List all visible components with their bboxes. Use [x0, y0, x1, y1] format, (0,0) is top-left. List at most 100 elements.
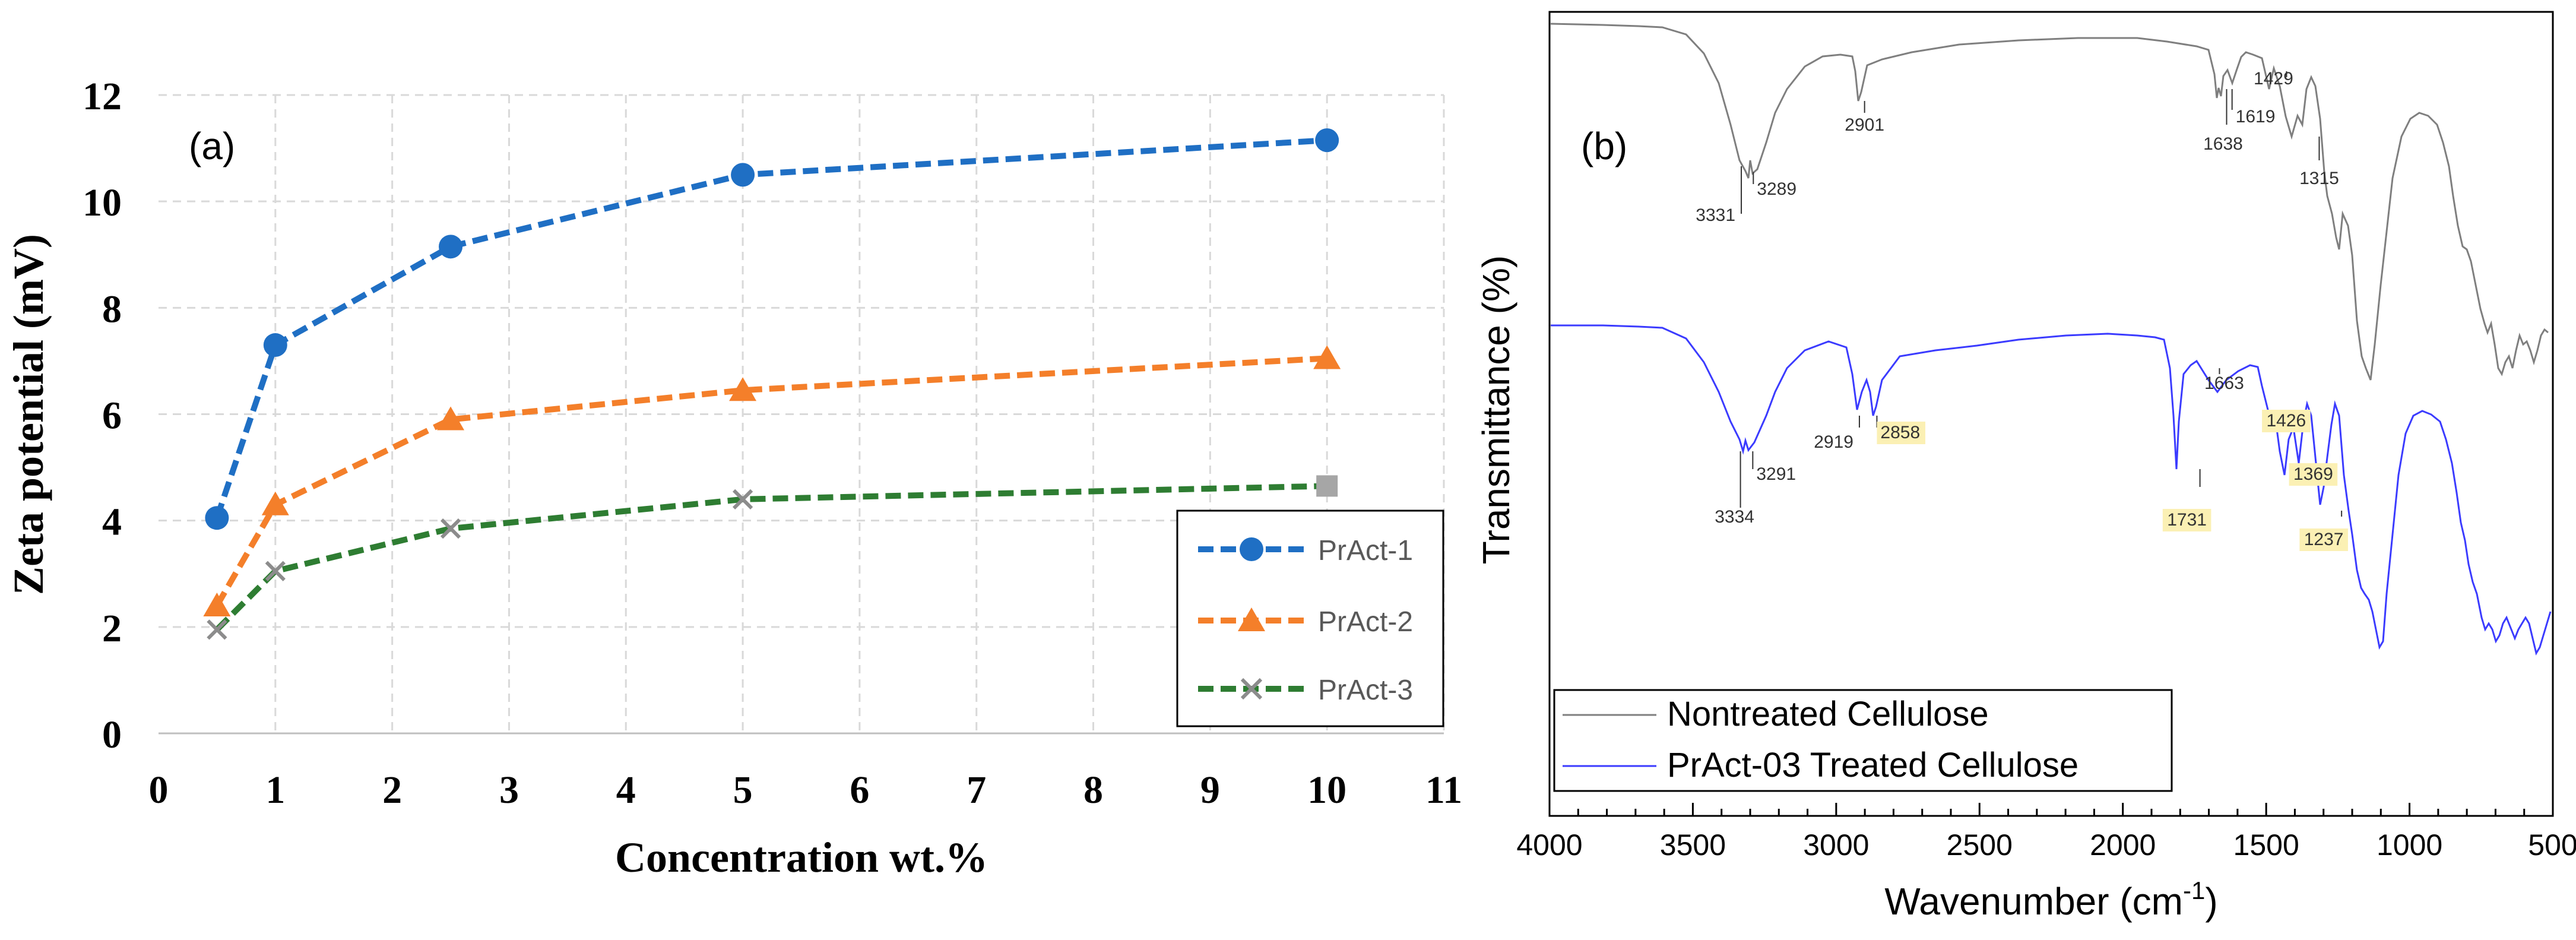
peak-highlight — [2262, 410, 2311, 432]
data-point-pract-2 — [1313, 345, 1341, 369]
x-tick-label: 2500 — [1947, 828, 2013, 862]
legend-label-treated: PrAct-03 Treated Cellulose — [1667, 746, 2078, 784]
peak-label: 1237 — [2304, 530, 2344, 549]
panel-a-label: (a) — [189, 125, 235, 167]
x-axis-title-main: Wavenumber (cm — [1884, 880, 2183, 923]
peak-annotation-1426: 1426 — [2262, 410, 2311, 432]
legend-label-pract-1: PrAct-1 — [1318, 535, 1413, 566]
panel-b-peak-annotations: 3331 3289 2901 1638 1619 1429 1315 3334 3291 2919… — [1696, 69, 2348, 551]
x-tick-label: 5 — [733, 768, 753, 812]
data-point-pract-3 — [440, 518, 461, 539]
peak-highlight — [2162, 509, 2211, 531]
data-point-pract-1 — [439, 235, 463, 259]
peak-annotation-1237: 1237 — [2299, 511, 2348, 551]
panel-a-x-axis-title: Concentration wt.% — [615, 834, 988, 881]
x-tick-label: 500 — [2528, 828, 2576, 862]
x-tick-label: 10 — [1307, 768, 1346, 812]
peak-annotation-2919: 2919 — [1814, 416, 1860, 452]
legend-label-nontreated: Nontreated Cellulose — [1667, 695, 1989, 733]
panel-b-legend-box — [1553, 689, 2173, 792]
panel-a-y-ticks: 0 2 4 6 8 10 12 — [83, 75, 122, 757]
panel-a-x-ticks: 0 1 2 3 4 5 6 7 8 9 10 11 — [149, 768, 1463, 812]
legend-entry-nontreated: Nontreated Cellulose — [1563, 695, 1989, 733]
y-tick-label: 2 — [102, 607, 122, 650]
x-tick-label: 3000 — [1803, 828, 1869, 862]
x-tick-label: 2000 — [2090, 828, 2156, 862]
data-point-pract-1 — [205, 506, 229, 530]
panel-b-legend: Nontreated Cellulose PrAct-03 Treated Ce… — [1553, 689, 2173, 792]
legend-label-pract-2: PrAct-2 — [1318, 606, 1413, 638]
x-tick-label: 6 — [850, 768, 869, 812]
panel-b-x-axis-title: Wavenumber (cm-1) — [1884, 876, 2217, 923]
x-tick-label: 3 — [499, 768, 519, 812]
x-tick-label: 1000 — [2377, 828, 2442, 862]
peak-annotation-3334: 3334 — [1715, 451, 1754, 527]
x-tick-label: 8 — [1083, 768, 1103, 812]
data-point-pract-2 — [203, 593, 231, 616]
x-tick-label: 3500 — [1660, 828, 1726, 862]
data-point-pract-3 — [732, 489, 753, 509]
data-point-pract-1 — [263, 333, 287, 357]
data-point-pract-3 — [1316, 475, 1338, 497]
peak-highlight — [2299, 528, 2348, 551]
peak-annotation-3289: 3289 — [1753, 172, 1796, 199]
data-point-pract-2 — [729, 377, 757, 401]
panel-b-ftir-chart: 4000 3500 3000 2500 2000 1500 1000 500 3331 3289… — [1475, 11, 2576, 923]
y-tick-label: 6 — [102, 394, 122, 438]
peak-label: 1619 — [2236, 107, 2276, 126]
peak-label: 3289 — [1757, 179, 1796, 199]
peak-annotation-3291: 3291 — [1752, 451, 1796, 484]
legend-entry-treated: PrAct-03 Treated Cellulose — [1563, 746, 2078, 784]
peak-label: 1369 — [2293, 464, 2333, 484]
data-point-pract-2 — [437, 406, 465, 431]
data-point-pract-3 — [207, 619, 227, 640]
x-tick-label: 4 — [616, 768, 636, 812]
peak-label: 1426 — [2266, 411, 2306, 431]
x-axis-title-end: ) — [2205, 880, 2217, 923]
peak-label: 3331 — [1696, 205, 1735, 225]
peak-label: 2919 — [1814, 432, 1853, 452]
series-line-nontreated-cellulose — [1550, 23, 2549, 381]
legend-entry-pract-3: PrAct-3 — [1198, 675, 1413, 706]
peak-label: 1638 — [2203, 134, 2243, 154]
x-tick-label: 0 — [149, 768, 169, 812]
legend-entry-pract-2: PrAct-2 — [1198, 606, 1413, 638]
x-tick-label: 11 — [1425, 768, 1462, 812]
x-tick-label: 4000 — [1516, 828, 1582, 862]
y-tick-label: 8 — [102, 287, 122, 331]
peak-label: 2858 — [1880, 423, 1920, 442]
peak-label: 1429 — [2254, 69, 2293, 88]
peak-annotation-1429: 1429 — [2254, 69, 2293, 88]
panel-b-y-axis-title: Transmittance (%) — [1475, 255, 1517, 564]
legend-label-pract-3: PrAct-3 — [1318, 675, 1413, 706]
data-point-pract-1 — [1315, 128, 1339, 153]
peak-label: 1663 — [2204, 374, 2244, 393]
peak-annotation-2858: 2858 — [1876, 416, 1926, 444]
x-axis-title-superscript: -1 — [2183, 876, 2205, 904]
series-line-pract-03-treated-cellulose — [1551, 324, 2552, 656]
legend-marker-x — [1240, 678, 1263, 700]
data-point-pract-2 — [261, 491, 289, 515]
x-tick-label: 2 — [382, 768, 402, 812]
panel-a-series — [203, 128, 1341, 640]
peak-label: 3334 — [1715, 507, 1754, 527]
panel-a-y-axis-title: Zeta potential (mV) — [5, 234, 52, 595]
peak-annotation-1638: 1638 — [2203, 89, 2243, 154]
panel-b-plot-frame — [1548, 11, 2554, 817]
panel-b-x-ticks: 4000 3500 3000 2500 2000 1500 1000 500 — [1516, 803, 2576, 862]
peak-highlight — [2289, 463, 2338, 486]
peak-label: 3291 — [1756, 464, 1796, 484]
x-tick-label: 9 — [1200, 768, 1220, 812]
peak-label: 1731 — [2167, 510, 2207, 530]
peak-annotation-1619: 1619 — [2231, 89, 2276, 126]
panel-a-legend: PrAct-1 PrAct-2 PrAct-3 — [1176, 509, 1444, 727]
data-point-pract-3 — [265, 561, 286, 581]
peak-annotation-1663: 1663 — [2204, 368, 2244, 393]
x-tick-label: 1500 — [2233, 828, 2299, 862]
peak-highlight — [1877, 422, 1926, 444]
panel-b-label: (b) — [1581, 125, 1627, 167]
y-tick-label: 10 — [83, 181, 122, 224]
x-tick-label: 1 — [265, 768, 285, 812]
